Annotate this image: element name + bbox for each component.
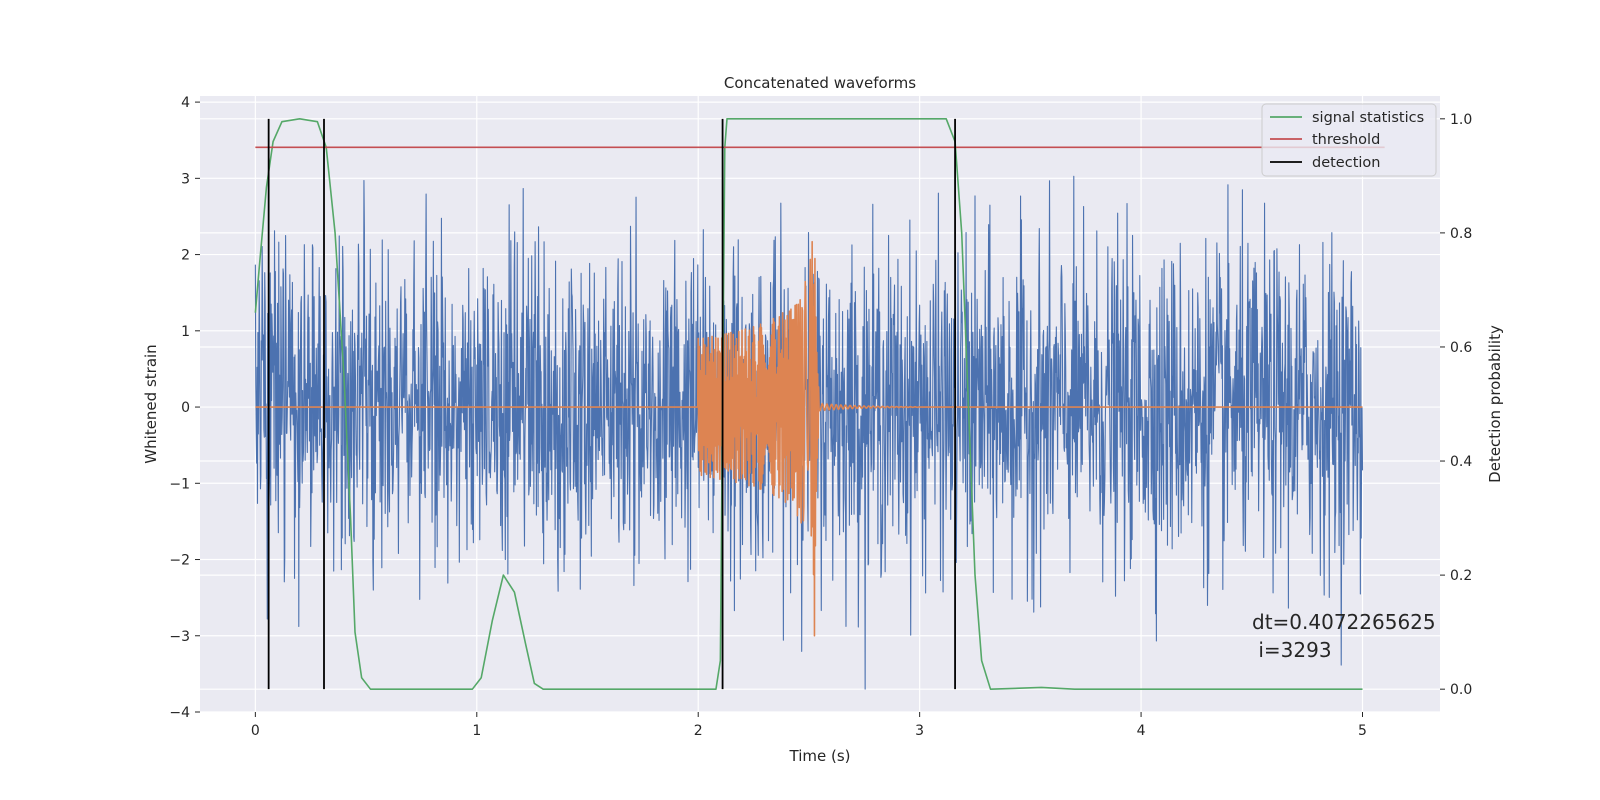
y-axis-label: Whitened strain — [142, 344, 160, 463]
y-tick-label: 1 — [181, 324, 190, 340]
x-tick-label: 5 — [1358, 723, 1367, 739]
y-tick-label: 4 — [181, 95, 190, 111]
y2-tick-label: 0.2 — [1450, 568, 1472, 584]
legend-label-signal-statistics: signal statistics — [1312, 110, 1424, 126]
y-tick-label: −4 — [169, 705, 190, 721]
y-tick-label: −1 — [169, 476, 190, 492]
y2-tick-label: 1.0 — [1450, 112, 1472, 128]
y-tick-label: −2 — [169, 553, 190, 569]
series-line-signal-statistics — [254, 118, 1363, 690]
series-layer — [254, 118, 1385, 690]
legend-label-threshold: threshold — [1312, 132, 1380, 148]
legend-label-detection: detection — [1312, 155, 1380, 171]
x-axis-label: Time (s) — [789, 747, 851, 765]
legend: signal statistics threshold detection — [1261, 103, 1437, 177]
axis-ticks: 0 1 2 3 4 5 −4 −3 −2 −1 0 1 2 3 4 0.0 0.2 0.4 0.6 0.8 1.0 — [169, 95, 1472, 739]
x-tick-label: 3 — [915, 723, 924, 739]
y-tick-label: 2 — [181, 248, 190, 264]
annotation-dt: dt=0.4072265625 — [1252, 610, 1436, 634]
x-tick-label: 4 — [1137, 723, 1146, 739]
legend-box — [1261, 103, 1437, 177]
y2-tick-label: 0.6 — [1450, 340, 1472, 356]
y-tick-label: 3 — [181, 171, 190, 187]
series-line-chirp-1 — [255, 240, 1363, 637]
y-tick-label: 0 — [181, 400, 190, 416]
annotation-i: i=3293 — [1252, 638, 1332, 662]
y2-tick-label: 0.8 — [1450, 226, 1472, 242]
x-tick-label: 2 — [694, 723, 703, 739]
x-tick-label: 0 — [251, 723, 260, 739]
y2-tick-label: 0.0 — [1450, 682, 1472, 698]
chart-title: Concatenated waveforms — [724, 74, 916, 92]
y2-tick-label: 0.4 — [1450, 454, 1472, 470]
y2-axis-label: Detection probability — [1486, 325, 1504, 483]
y-tick-label: −3 — [169, 629, 190, 645]
x-tick-label: 1 — [472, 723, 481, 739]
